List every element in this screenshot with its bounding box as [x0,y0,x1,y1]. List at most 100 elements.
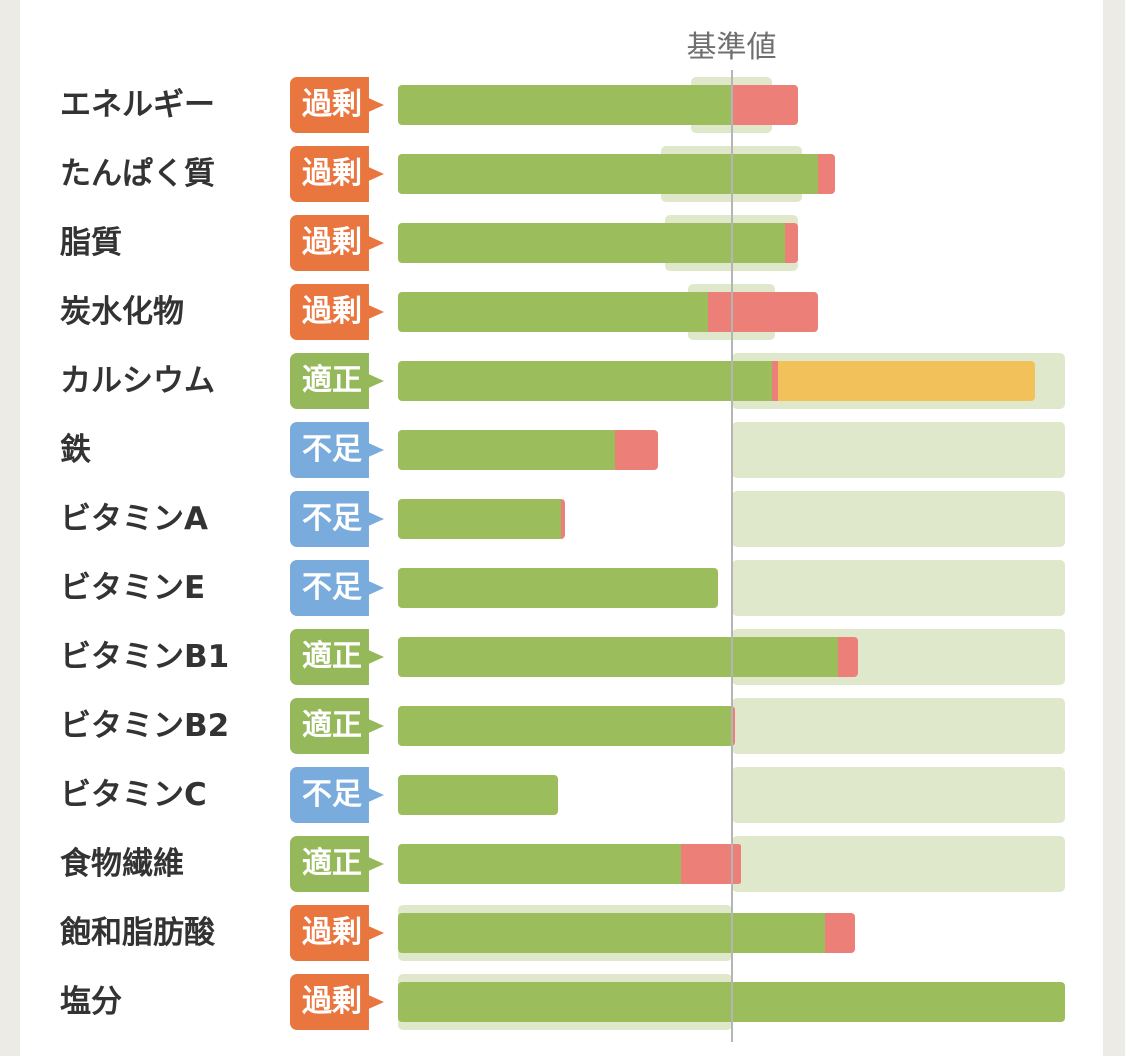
nutrient-row: ビタミンC 不足 [0,764,1125,826]
nutrient-name: 脂質 [60,225,122,261]
intake-bar [398,361,1035,401]
nutrient-name: 塩分 [60,984,122,1020]
intake-bar [398,154,835,194]
status-badge: 不足 [290,767,384,823]
bar-segment-red [614,430,659,470]
intake-bar [398,706,735,746]
bar-segment-green [398,844,682,884]
nutrient-name: ビタミンB1 [60,639,230,675]
target-range [731,491,1065,547]
intake-bar [398,775,559,815]
status-badge-label: 過剰 [302,984,362,1019]
nutrient-row: 脂質 過剰 [0,212,1125,274]
bar-segment-green [398,913,825,953]
bar-segment-green [398,361,772,401]
intake-bar [398,568,719,608]
status-badge: 適正 [290,629,384,685]
status-badge: 過剰 [290,974,384,1030]
intake-bar [398,499,565,539]
status-badge-label: 不足 [302,501,362,536]
nutrient-name: 飽和脂肪酸 [60,915,215,951]
status-badge-label: 適正 [302,639,362,674]
nutrient-row: 塩分 過剰 [0,971,1125,1033]
status-badge-label: 不足 [302,570,362,605]
nutrient-name: ビタミンA [60,501,208,537]
nutrient-name: カルシウム [60,363,215,399]
nutrient-row: ビタミンB2 適正 [0,695,1125,757]
status-badge-label: 適正 [302,846,362,881]
nutrient-row: 炭水化物 過剰 [0,281,1125,343]
target-range [731,836,1065,892]
nutrient-name: エネルギー [60,87,215,123]
reference-line [730,70,733,1042]
nutrient-name: 食物繊維 [60,846,184,882]
status-badge: 不足 [290,560,384,616]
nutrient-row: カルシウム 適正 [0,350,1125,412]
status-badge-label: 過剰 [302,294,362,329]
bar-segment-green [398,223,785,263]
intake-bar [398,85,799,125]
nutrient-name: ビタミンC [60,777,207,813]
bar-segment-red [784,223,799,263]
nutrient-row: 飽和脂肪酸 過剰 [0,902,1125,964]
bar-segment-green [398,775,559,815]
bar-segment-red [708,292,819,332]
status-badge: 適正 [290,353,384,409]
intake-bar [398,292,819,332]
bar-segment-green [398,430,615,470]
reference-label: 基準値 [686,30,777,65]
intake-bar [398,223,799,263]
status-badge: 過剰 [290,284,384,340]
bar-segment-red [771,361,779,401]
status-badge-label: 過剰 [302,915,362,950]
bar-segment-red [818,154,835,194]
status-badge-label: 適正 [302,708,362,743]
bar-segment-green [398,637,839,677]
bar-segment-green [398,154,819,194]
status-badge: 過剰 [290,215,384,271]
nutrient-row: ビタミンE 不足 [0,557,1125,619]
nutrient-row: 鉄 不足 [0,419,1125,481]
target-range [731,767,1065,823]
bar-segment-red [838,637,859,677]
status-badge-label: 過剰 [302,87,362,122]
bar-segment-yellow [778,361,1035,401]
nutrient-name: ビタミンB2 [60,708,230,744]
nutrient-row: エネルギー 過剰 [0,74,1125,136]
nutrient-name: たんぱく質 [60,156,215,192]
status-badge: 過剰 [290,905,384,961]
bar-segment-green [398,499,562,539]
intake-bar [398,913,855,953]
status-badge: 過剰 [290,146,384,202]
status-badge: 過剰 [290,77,384,133]
target-range [731,560,1065,616]
bar-segment-red [731,85,799,125]
bar-segment-red [824,913,855,953]
status-badge: 不足 [290,491,384,547]
nutrient-row: たんぱく質 過剰 [0,143,1125,205]
target-range [731,422,1065,478]
intake-bar [398,844,742,884]
bar-segment-red [731,706,735,746]
status-badge-label: 不足 [302,432,362,467]
nutrient-row: ビタミンB1 適正 [0,626,1125,688]
intake-bar [398,430,659,470]
status-badge: 適正 [290,836,384,892]
nutrient-name: ビタミンE [60,570,206,606]
status-badge-label: 不足 [302,777,362,812]
bar-segment-green [398,292,709,332]
bar-segment-green [398,568,719,608]
target-range [731,698,1065,754]
nutrient-name: 炭水化物 [60,294,184,330]
status-badge-label: 適正 [302,363,362,398]
status-badge-label: 過剰 [302,225,362,260]
status-badge: 適正 [290,698,384,754]
bar-segment-green [398,706,732,746]
bar-segment-green [398,85,732,125]
nutrient-name: 鉄 [60,432,91,468]
intake-bar [398,637,859,677]
nutrient-row: 食物繊維 適正 [0,833,1125,895]
nutrient-row: ビタミンA 不足 [0,488,1125,550]
bar-segment-red [561,499,565,539]
